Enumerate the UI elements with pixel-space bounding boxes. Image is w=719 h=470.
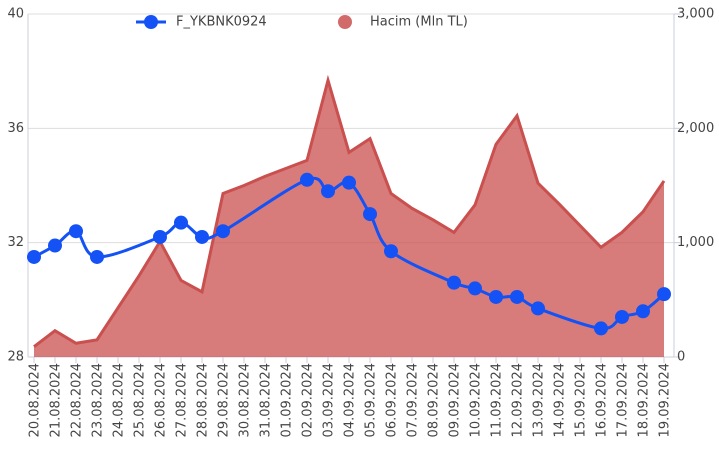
legend-label: Hacim (Mln TL) — [370, 15, 468, 30]
legend-swatch — [338, 15, 352, 29]
x-tick-label: 13.09.2024 — [532, 363, 547, 437]
point — [636, 304, 650, 319]
x-tick-label: 21.08.2024 — [49, 363, 64, 437]
x-tick-label: 11.09.2024 — [490, 363, 505, 437]
point — [27, 249, 41, 264]
point — [321, 184, 335, 199]
x-tick-label: 15.09.2024 — [574, 363, 589, 437]
point — [657, 287, 671, 302]
x-tick-label: 30.08.2024 — [238, 363, 253, 437]
point — [216, 224, 230, 239]
point — [195, 229, 209, 244]
x-tick-label: 03.09.2024 — [322, 363, 337, 437]
point — [468, 281, 482, 296]
area — [34, 80, 664, 358]
x-tick-label: 18.09.2024 — [637, 363, 652, 437]
y2-tick-label: 3,000 — [677, 7, 714, 22]
point — [510, 289, 524, 304]
x-tick-label: 09.09.2024 — [448, 363, 463, 437]
x-tick-label: 19.09.2024 — [658, 363, 673, 437]
y2-tick-label: 1,000 — [677, 235, 714, 250]
x-tick-label: 12.09.2024 — [511, 363, 526, 437]
point — [90, 249, 104, 264]
point — [48, 238, 62, 253]
legend-label: F_YKBNK0924 — [176, 15, 267, 30]
y-tick-label: 36 — [7, 121, 24, 136]
x-tick-label: 06.09.2024 — [385, 363, 400, 437]
x-tick-label: 05.09.2024 — [364, 363, 379, 437]
y2-tick-label: 2,000 — [677, 121, 714, 136]
line — [33, 176, 665, 330]
x-tick-label: 01.09.2024 — [280, 363, 295, 437]
area-line — [33, 74, 666, 348]
point — [300, 172, 314, 187]
x-tick-label: 29.08.2024 — [217, 363, 232, 437]
x-tick-label: 22.08.2024 — [70, 363, 85, 437]
y2-tick-label: 0 — [677, 350, 685, 365]
x-tick-label: 27.08.2024 — [175, 363, 190, 437]
point — [531, 301, 545, 316]
point — [447, 275, 461, 290]
x-tick-label: 02.09.2024 — [301, 363, 316, 437]
x-tick-label: 08.09.2024 — [427, 363, 442, 437]
y-tick-label: 32 — [7, 235, 24, 250]
point — [489, 289, 503, 304]
point — [342, 175, 356, 190]
point — [174, 215, 188, 230]
x-tick-label: 23.08.2024 — [91, 363, 106, 437]
x-tick-label: 14.09.2024 — [553, 363, 568, 437]
x-tick-label: 07.09.2024 — [406, 363, 421, 437]
y-tick-label: 28 — [7, 350, 24, 365]
x-tick-label: 28.08.2024 — [196, 363, 211, 437]
x-tick-label: 26.08.2024 — [154, 363, 169, 437]
point — [69, 224, 83, 239]
x-tick-label: 04.09.2024 — [343, 363, 358, 437]
legend-swatch — [144, 15, 158, 29]
point — [594, 321, 608, 336]
x-tick-label: 31.08.2024 — [259, 363, 274, 437]
point — [153, 229, 167, 244]
x-tick-label: 24.08.2024 — [112, 363, 127, 437]
y-tick-label: 40 — [7, 7, 24, 22]
x-tick-label: 25.08.2024 — [133, 363, 148, 437]
point — [363, 207, 377, 222]
point — [384, 244, 398, 259]
point — [615, 309, 629, 324]
x-tick-label: 10.09.2024 — [469, 363, 484, 437]
x-tick-label: 16.09.2024 — [595, 363, 610, 437]
x-tick-label: 17.09.2024 — [616, 363, 631, 437]
x-tick-label: 20.08.2024 — [28, 363, 43, 437]
